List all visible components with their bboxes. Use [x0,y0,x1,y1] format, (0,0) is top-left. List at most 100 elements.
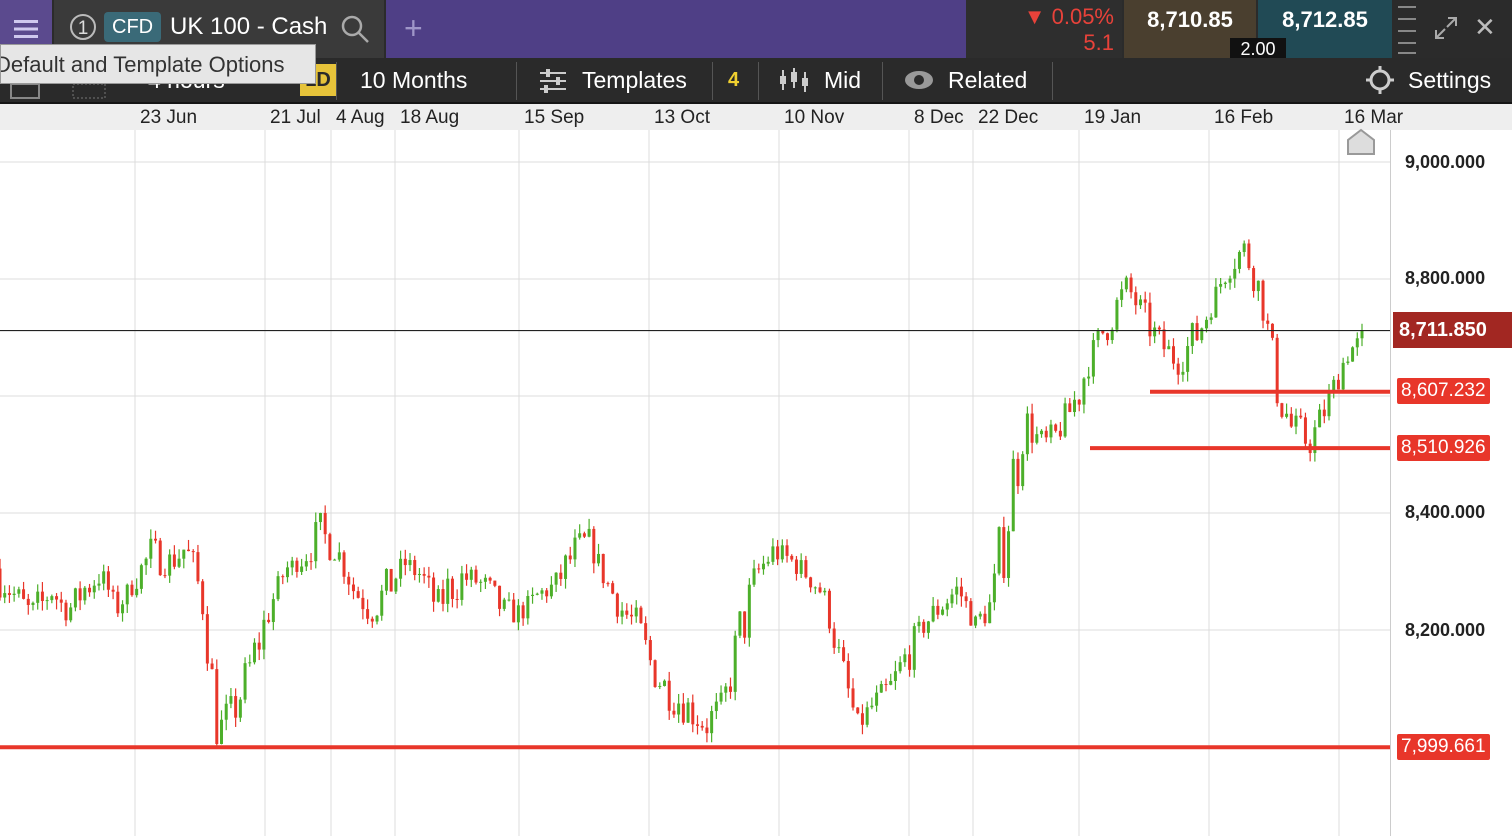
candle-body [446,578,450,604]
candle-body [111,589,115,592]
candle-body [681,703,685,723]
candle-body [493,580,497,586]
candle-body [333,559,337,561]
candle-body [31,602,35,605]
candle-body [1181,371,1185,375]
candle-body [889,681,893,685]
candle-body [1318,409,1322,428]
candle-body [606,583,610,585]
horizontal-line-label[interactable]: 8,510.926 [1397,435,1490,461]
candle-body [545,590,549,597]
candle-body [1355,338,1359,348]
price-type-button[interactable]: Mid [824,67,862,93]
candle-body [1157,327,1161,330]
candle-body [1153,327,1157,337]
candle-body [540,590,544,594]
horizontal-line-label[interactable]: 8,607.232 [1397,378,1490,404]
candle-body [267,619,271,623]
panel-handle-icon[interactable] [1398,0,1418,58]
search-icon[interactable] [340,14,370,44]
candle-body [700,725,704,728]
candle-body [1073,399,1077,413]
candle-body [1087,376,1091,379]
candle-body [22,589,26,599]
candle-body [639,607,643,624]
candle-body [1106,333,1110,341]
candle-body [931,605,935,622]
layout-icon[interactable] [10,84,40,100]
candle-body [870,705,874,708]
candle-body [337,552,341,560]
candle-body [83,587,87,601]
candle-body [1077,399,1081,405]
candle-body [191,551,195,553]
template-options-tooltip: Default and Template Options [0,44,316,84]
change-points: 5.1 [1083,30,1114,55]
candle-body [568,555,572,560]
related-button[interactable]: Related [948,67,1028,93]
candle-body [73,588,77,608]
candle-body [884,684,888,686]
template-grid-icon[interactable] [72,84,106,100]
candle-body [234,696,238,718]
candle-body [564,555,568,579]
candle-body [573,537,577,560]
candle-body [578,533,582,538]
candle-body [846,661,850,689]
candle-body [7,593,11,595]
candle-body [776,546,780,560]
candle-body [3,593,7,598]
candle-body [121,604,125,614]
candle-body [809,577,813,588]
candle-body [634,607,638,617]
candle-body [281,576,285,578]
candle-body [351,584,355,592]
candle-body [1228,278,1232,283]
candle-body [615,593,619,617]
expand-icon[interactable] [1432,14,1460,42]
candle-body [483,577,487,582]
settings-button[interactable]: Settings [1408,67,1492,93]
candle-body [1237,251,1241,269]
toolbar-divider [882,62,883,100]
candle-body [1110,329,1114,341]
candle-body [469,569,473,580]
candle-body [450,578,454,599]
candle-body [875,692,879,706]
candle-body [597,553,601,564]
candle-body [1030,413,1034,443]
candle-body [1242,243,1246,252]
candlestick-chart[interactable] [0,130,1390,836]
candle-body [988,602,992,624]
candle-body [936,605,940,615]
candle-body [799,560,803,574]
candle-body [271,599,275,623]
period-selector[interactable]: 10 Months [360,67,468,93]
candle-body [276,576,280,600]
candle-body [1068,403,1072,413]
candle-body [860,713,864,725]
templates-button[interactable]: Templates [582,67,687,93]
timeframe-label-partial[interactable]: 4 hours [148,84,225,102]
candle-body [644,623,648,641]
price-tick-label: 8,800.000 [1405,268,1486,288]
add-tab-icon[interactable]: + [404,10,423,46]
candle-body [168,554,172,576]
candle-body [88,587,92,593]
candle-body [408,560,412,566]
candle-body [983,613,987,624]
candle-body [549,584,553,597]
candle-body [59,599,63,603]
candle-body [804,560,808,578]
scroll-to-latest-icon[interactable] [1346,128,1376,156]
date-label: 10 Nov [784,107,845,128]
top-bar: 1 CFD UK 100 - Cash + ▼ 0.05% 5.1 8,710.… [0,0,1512,60]
horizontal-line-label[interactable]: 7,999.661 [1397,734,1490,760]
candle-body [1007,531,1011,578]
price-chart[interactable] [0,130,1390,836]
candle-body [757,568,761,570]
close-icon[interactable]: ✕ [1474,12,1496,42]
candle-body [898,662,902,672]
candle-body [950,594,954,604]
candle-body [926,621,930,633]
